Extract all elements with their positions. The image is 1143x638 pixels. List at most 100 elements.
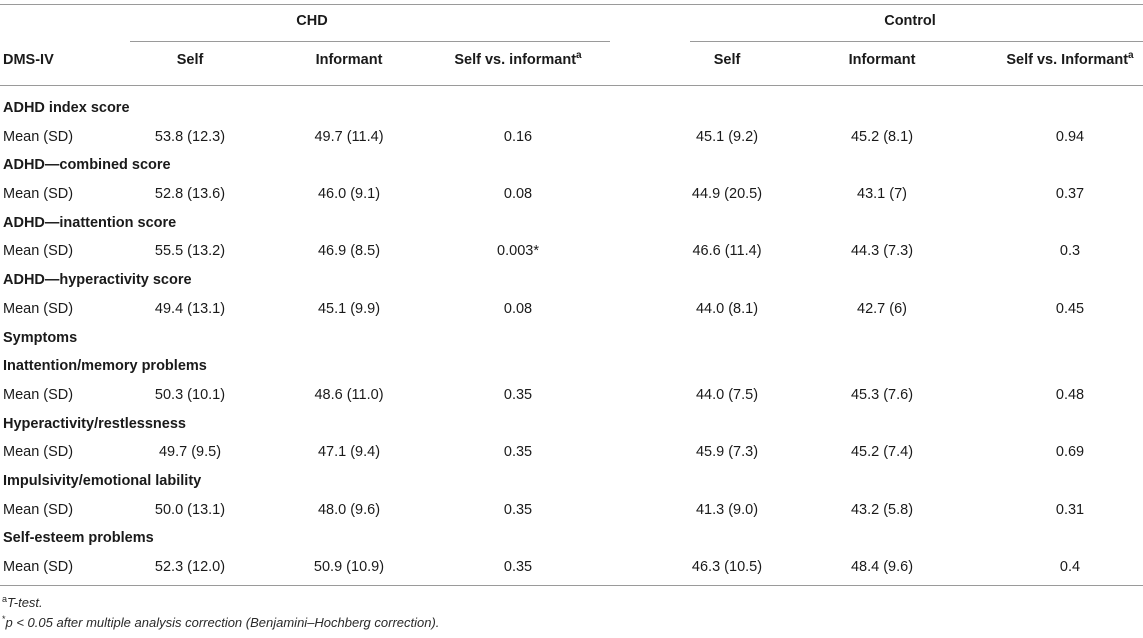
col-chd-informant: Informant bbox=[315, 52, 383, 68]
section-title: Symptoms bbox=[3, 330, 78, 346]
table-row: Mean (SD) 52.3 (12.0) 50.9 (10.9) 0.35 46.3 … bbox=[0, 553, 1143, 582]
cell-chd-p-value: 0.35 bbox=[503, 444, 533, 460]
col-dms-iv: DMS-IV bbox=[3, 52, 54, 68]
section-header-row: Symptoms bbox=[0, 324, 1143, 353]
cell-control-p-value: 0.31 bbox=[1055, 502, 1085, 518]
section-title: ADHD—inattention score bbox=[3, 215, 177, 231]
cell-chd-self: 53.8 (12.3) bbox=[154, 129, 226, 145]
table-row: Mean (SD) 49.7 (9.5) 47.1 (9.4) 0.35 45.9 (7… bbox=[0, 438, 1143, 467]
cell-chd-informant: 46.9 (8.5) bbox=[317, 243, 381, 259]
cell-control-p-value: 0.48 bbox=[1055, 387, 1085, 403]
group-header-row: CHD Control bbox=[0, 7, 1143, 36]
cell-chd-p-value: 0.16 bbox=[503, 129, 533, 145]
section-header-row: Hyperactivity/restlessness bbox=[0, 410, 1143, 439]
cell-chd-self: 50.3 (10.1) bbox=[154, 387, 226, 403]
cell-control-self: 44.9 (20.5) bbox=[691, 186, 763, 202]
section-title: Hyperactivity/restlessness bbox=[3, 416, 186, 432]
col-chd-self-vs-informant: Self vs. informanta bbox=[438, 46, 598, 75]
footnote-star-marker: * bbox=[2, 614, 6, 624]
cell-control-p-value: 0.45 bbox=[1055, 301, 1085, 317]
col-control-self-vs-informant: Self vs. Informanta bbox=[990, 46, 1143, 75]
table-row: Mean (SD) 55.5 (13.2) 46.9 (8.5) 0.003* 46.6… bbox=[0, 237, 1143, 266]
section-header-row: Inattention/memory problems bbox=[0, 352, 1143, 381]
cell-chd-informant: 49.7 (11.4) bbox=[314, 129, 384, 145]
cell-chd-informant: 45.1 (9.9) bbox=[317, 301, 381, 317]
table-footnotes: aT-test. *p < 0.05 after multiple analys… bbox=[2, 593, 439, 633]
footnote-marker-a: a bbox=[576, 50, 582, 61]
section-title: ADHD index score bbox=[3, 100, 130, 116]
col-chd-self-vs-informant-text: Self vs. informant bbox=[454, 52, 577, 68]
cell-chd-self: 49.4 (13.1) bbox=[154, 301, 226, 317]
section-title: Self-esteem problems bbox=[3, 530, 154, 546]
chd-group-rule bbox=[130, 41, 610, 42]
footnote-star: *p < 0.05 after multiple analysis correc… bbox=[2, 613, 439, 633]
table-row: Mean (SD) 53.8 (12.3) 49.7 (11.4) 0.16 45.1 … bbox=[0, 123, 1143, 152]
table-top-rule bbox=[0, 4, 1143, 5]
section-title: ADHD—combined score bbox=[3, 157, 171, 173]
table-bottom-rule bbox=[0, 585, 1143, 586]
section-title: ADHD—hyperactivity score bbox=[3, 272, 192, 288]
cell-control-p-value: 0.94 bbox=[1055, 129, 1085, 145]
footnote-a-text: T-test. bbox=[7, 595, 43, 610]
cell-control-informant: 44.3 (7.3) bbox=[850, 243, 914, 259]
cell-chd-self: 52.3 (12.0) bbox=[154, 559, 226, 575]
cell-label: Mean (SD) bbox=[3, 186, 74, 202]
cell-label: Mean (SD) bbox=[3, 559, 74, 575]
section-header-row: ADHD—hyperactivity score bbox=[0, 266, 1143, 295]
cell-chd-self: 49.7 (9.5) bbox=[158, 444, 222, 460]
group-label-control: Control bbox=[884, 13, 936, 29]
col-control-informant: Informant bbox=[848, 52, 916, 68]
section-title: Inattention/memory problems bbox=[3, 358, 207, 374]
cell-chd-informant: 48.0 (9.6) bbox=[317, 502, 381, 518]
cell-chd-informant: 48.6 (11.0) bbox=[314, 387, 384, 403]
cell-control-self: 41.3 (9.0) bbox=[695, 502, 759, 518]
col-chd-self: Self bbox=[176, 52, 204, 68]
cell-control-informant: 43.1 (7) bbox=[857, 186, 907, 202]
section-header-row: ADHD—inattention score bbox=[0, 209, 1143, 238]
cell-control-self: 44.0 (7.5) bbox=[695, 387, 759, 403]
cell-chd-p-value: 0.35 bbox=[503, 387, 533, 403]
footnote-star-text: p < 0.05 after multiple analysis correct… bbox=[5, 615, 440, 630]
cell-control-self: 46.6 (11.4) bbox=[692, 243, 762, 259]
cell-chd-self: 55.5 (13.2) bbox=[154, 243, 226, 259]
cell-chd-informant: 47.1 (9.4) bbox=[317, 444, 381, 460]
cell-chd-informant: 50.9 (10.9) bbox=[313, 559, 385, 575]
cell-chd-self: 50.0 (13.1) bbox=[154, 502, 226, 518]
footnote-a-marker: a bbox=[2, 594, 8, 604]
cell-control-self: 46.3 (10.5) bbox=[691, 559, 763, 575]
section-title: Impulsivity/emotional lability bbox=[3, 473, 202, 489]
cell-control-p-value: 0.3 bbox=[1059, 243, 1081, 259]
cell-control-p-value: 0.4 bbox=[1059, 559, 1081, 575]
group-label-chd: CHD bbox=[296, 13, 328, 29]
header-bottom-rule bbox=[0, 85, 1143, 86]
section-header-row: ADHD index score bbox=[0, 94, 1143, 123]
cell-control-p-value: 0.37 bbox=[1055, 186, 1085, 202]
table-row: Mean (SD) 50.3 (10.1) 48.6 (11.0) 0.35 44.0 … bbox=[0, 381, 1143, 410]
table-row: Mean (SD) 52.8 (13.6) 46.0 (9.1) 0.08 44.9 (… bbox=[0, 180, 1143, 209]
cell-control-self: 45.1 (9.2) bbox=[695, 129, 759, 145]
cell-control-p-value: 0.69 bbox=[1055, 444, 1085, 460]
cell-label: Mean (SD) bbox=[3, 387, 74, 403]
section-header-row: Impulsivity/emotional lability bbox=[0, 467, 1143, 496]
cell-control-self: 45.9 (7.3) bbox=[695, 444, 759, 460]
cell-chd-p-value: 0.35 bbox=[503, 502, 533, 518]
cell-control-informant: 48.4 (9.6) bbox=[850, 559, 914, 575]
cell-label: Mean (SD) bbox=[3, 301, 74, 317]
footnote-marker-a: a bbox=[1128, 50, 1134, 61]
cell-chd-p-value: 0.08 bbox=[503, 301, 533, 317]
table-row: Mean (SD) 49.4 (13.1) 45.1 (9.9) 0.08 44.0 (… bbox=[0, 295, 1143, 324]
cell-chd-self: 52.8 (13.6) bbox=[154, 186, 226, 202]
cell-control-informant: 42.7 (6) bbox=[857, 301, 907, 317]
cell-control-informant: 45.2 (7.4) bbox=[850, 444, 914, 460]
cell-chd-p-value: 0.003* bbox=[497, 243, 539, 259]
section-header-row: Self-esteem problems bbox=[0, 524, 1143, 553]
cell-chd-p-value: 0.08 bbox=[503, 186, 533, 202]
cell-label: Mean (SD) bbox=[3, 444, 74, 460]
footnote-a: aT-test. bbox=[2, 593, 439, 613]
cell-label: Mean (SD) bbox=[3, 129, 74, 145]
col-control-self: Self bbox=[713, 52, 741, 68]
cell-chd-informant: 46.0 (9.1) bbox=[317, 186, 381, 202]
table-row: Mean (SD) 50.0 (13.1) 48.0 (9.6) 0.35 41.3 (… bbox=[0, 496, 1143, 525]
column-header-row: DMS-IV Self Informant Self vs. informant… bbox=[0, 46, 1143, 75]
cell-control-informant: 45.2 (8.1) bbox=[850, 129, 914, 145]
